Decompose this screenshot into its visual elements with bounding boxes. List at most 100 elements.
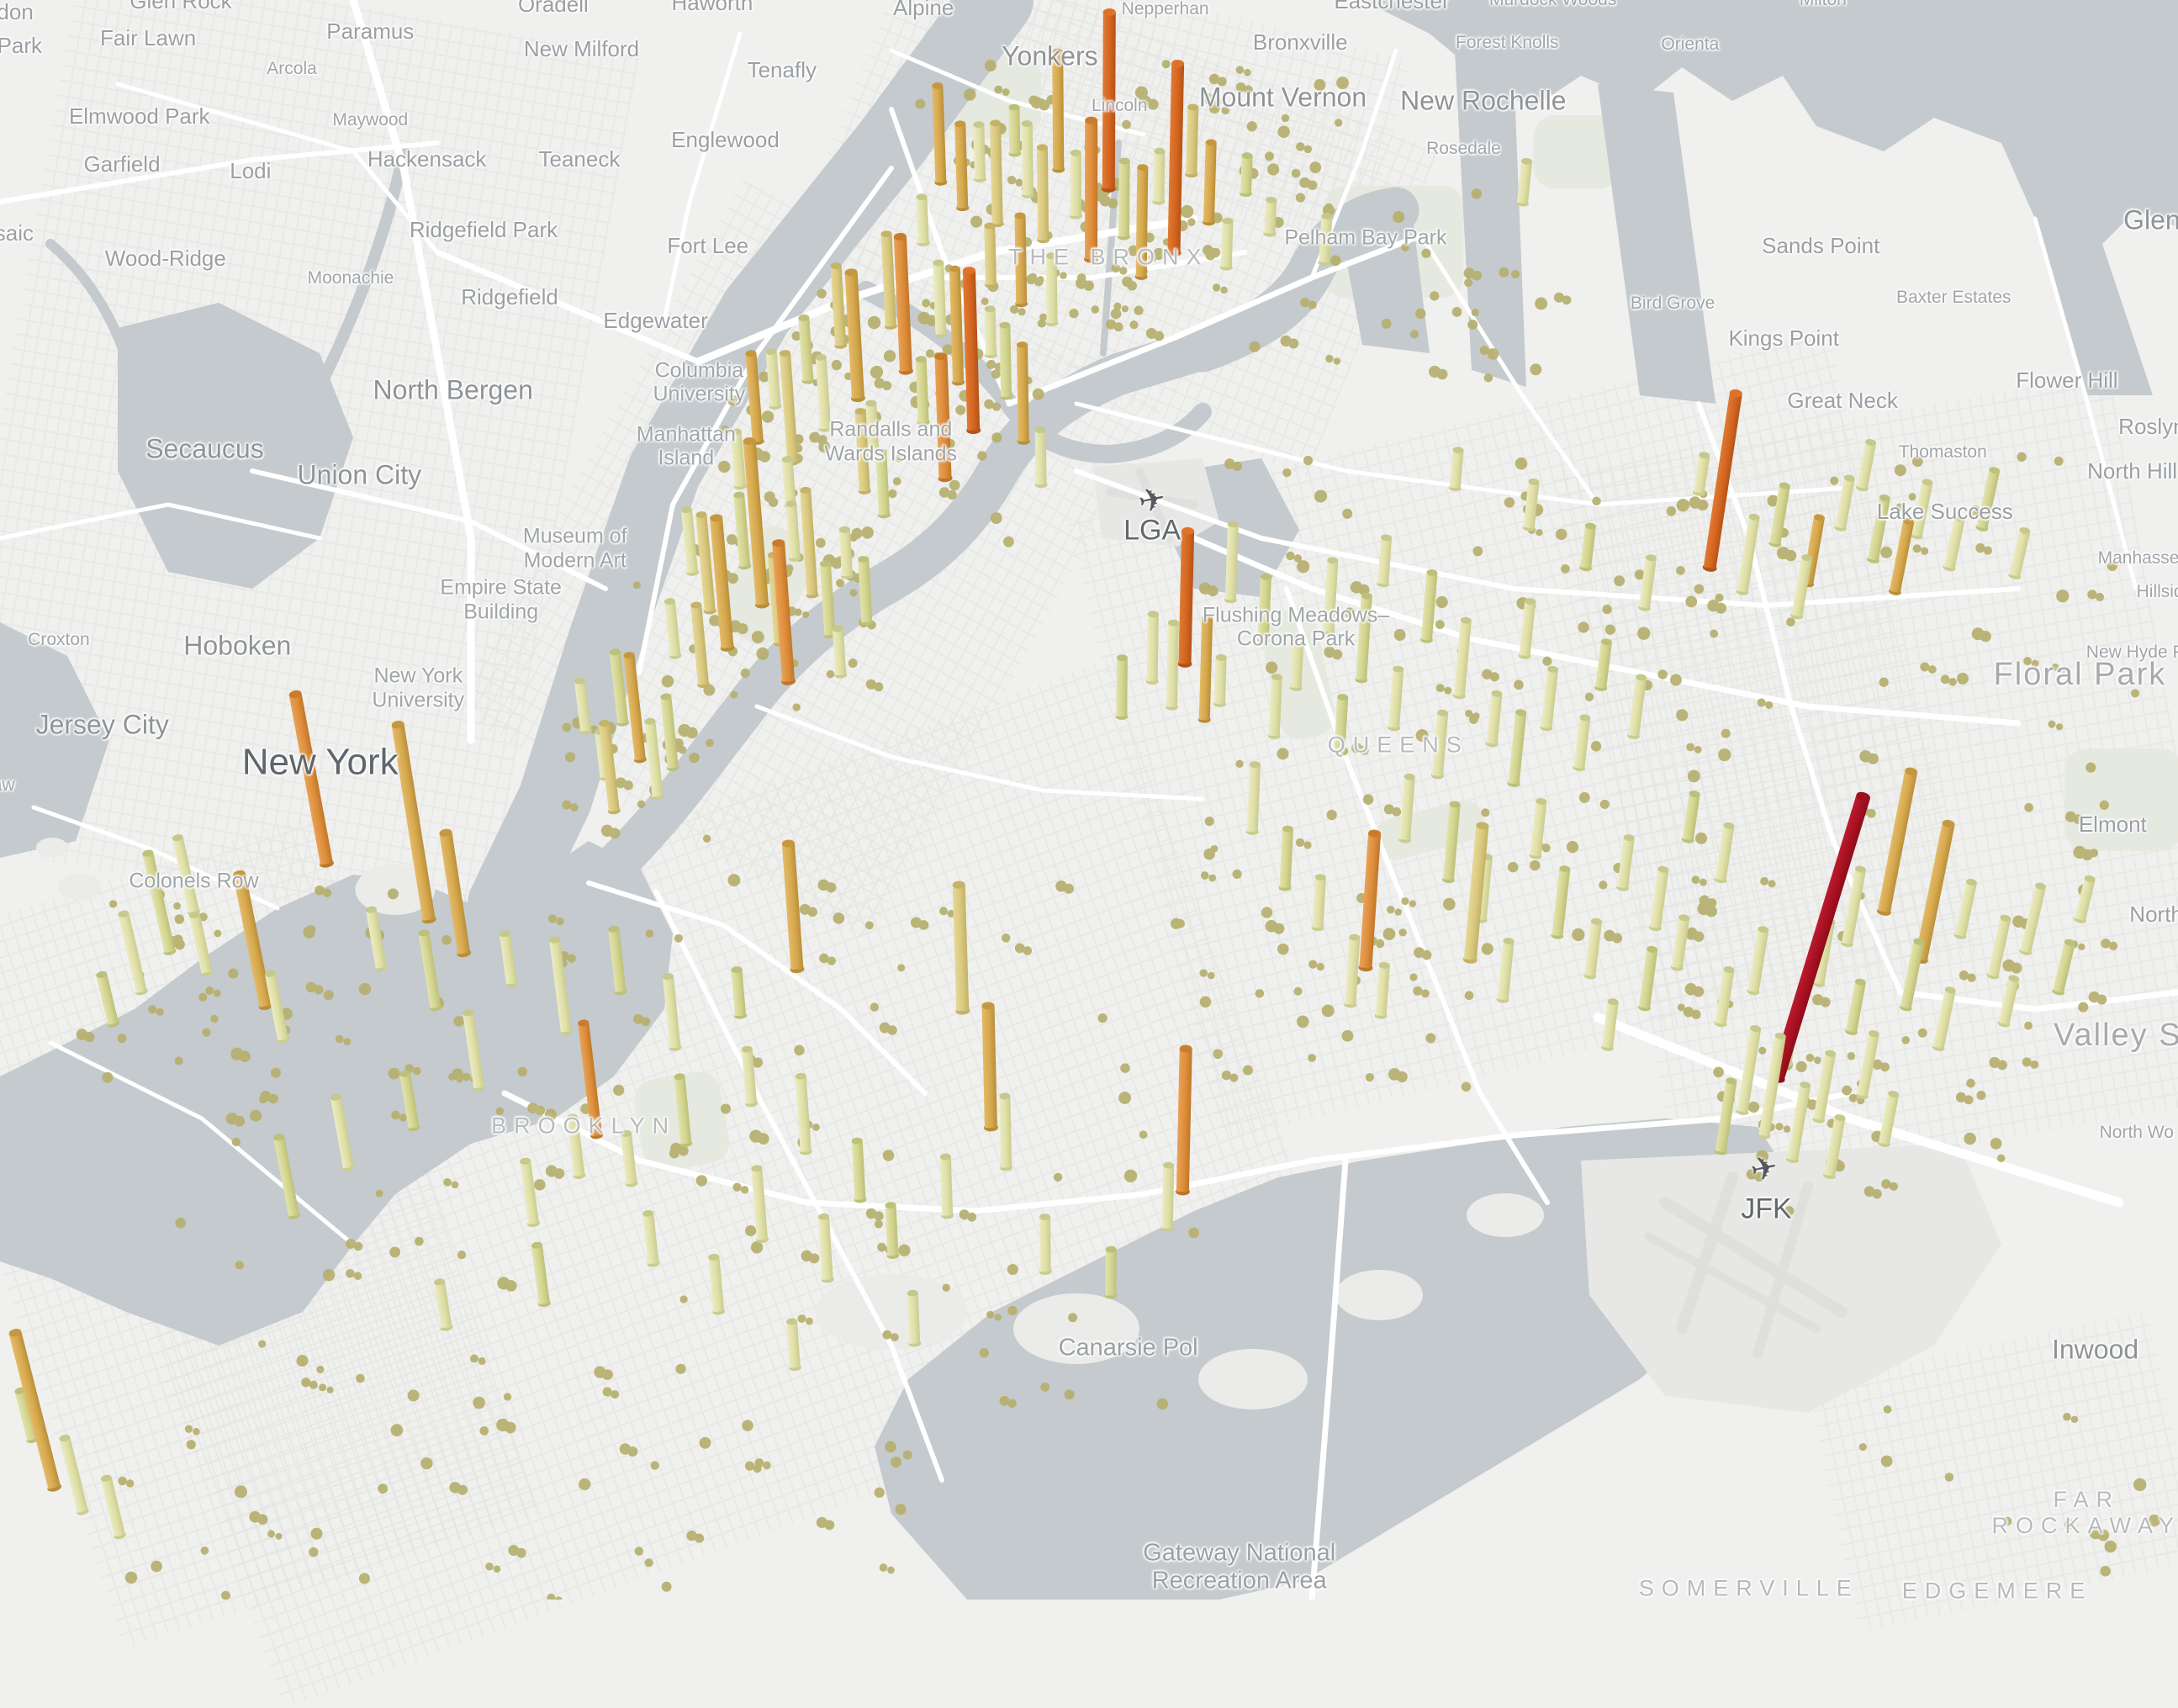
data-column[interactable] [1758, 1032, 1787, 1140]
data-column[interactable] [1398, 773, 1416, 843]
data-column[interactable] [673, 1073, 693, 1148]
data-column[interactable] [1202, 139, 1218, 226]
data-column[interactable] [141, 849, 177, 956]
data-column[interactable] [952, 880, 970, 1015]
data-column[interactable] [1899, 938, 1926, 1013]
data-column[interactable] [1152, 147, 1166, 205]
data-column[interactable] [263, 970, 290, 1044]
data-column[interactable] [1021, 120, 1034, 198]
data-column[interactable] [1714, 965, 1736, 1028]
data-column[interactable] [851, 1137, 867, 1203]
data-column[interactable] [577, 1019, 604, 1140]
data-column[interactable] [1165, 619, 1180, 711]
data-column[interactable] [329, 1093, 355, 1172]
data-column[interactable] [663, 598, 682, 660]
data-column[interactable] [817, 1213, 834, 1283]
data-column[interactable] [983, 222, 997, 288]
data-column[interactable] [680, 506, 700, 577]
data-column[interactable] [1344, 933, 1361, 1008]
data-column[interactable] [1877, 1090, 1900, 1148]
data-column[interactable] [907, 1289, 922, 1347]
data-column[interactable] [1702, 389, 1743, 573]
data-column[interactable] [832, 625, 848, 679]
data-column[interactable] [1583, 917, 1604, 980]
data-column[interactable] [1833, 473, 1856, 531]
data-column[interactable] [1812, 1049, 1837, 1124]
data-column[interactable] [659, 693, 679, 772]
data-column[interactable] [2019, 881, 2048, 956]
data-column[interactable] [1953, 878, 1979, 940]
data-column[interactable] [58, 1433, 90, 1516]
data-column[interactable] [1134, 164, 1150, 280]
data-column[interactable] [1594, 637, 1614, 691]
data-column[interactable] [880, 230, 897, 330]
data-column[interactable] [794, 1072, 812, 1155]
data-column[interactable] [1997, 974, 2021, 1029]
data-column[interactable] [13, 1386, 40, 1444]
data-column[interactable] [1177, 526, 1195, 668]
data-column[interactable] [1213, 654, 1228, 707]
data-column[interactable] [1515, 157, 1534, 207]
data-column[interactable] [1419, 569, 1439, 644]
data-column[interactable] [1876, 766, 1919, 917]
data-column[interactable] [1692, 451, 1711, 496]
data-column[interactable] [984, 305, 997, 359]
data-column[interactable] [1036, 144, 1050, 244]
data-column[interactable] [432, 1277, 453, 1331]
data-column[interactable] [95, 970, 120, 1028]
data-column[interactable] [1016, 341, 1030, 445]
data-column[interactable] [1932, 986, 1957, 1052]
data-column[interactable] [390, 720, 436, 925]
data-column[interactable] [1452, 616, 1472, 700]
data-column[interactable] [709, 514, 735, 653]
data-column[interactable] [1496, 937, 1515, 1003]
data-column[interactable] [742, 436, 769, 609]
data-column[interactable] [438, 828, 472, 959]
data-column[interactable] [1069, 149, 1082, 219]
data-column[interactable] [1185, 103, 1199, 178]
data-column[interactable] [1322, 557, 1339, 636]
data-column[interactable] [857, 556, 874, 626]
data-column[interactable] [1866, 494, 1891, 564]
data-column[interactable] [707, 1253, 726, 1315]
data-column[interactable] [933, 352, 953, 483]
data-column[interactable] [1117, 157, 1131, 241]
data-column[interactable] [574, 677, 593, 735]
data-column[interactable] [1197, 616, 1214, 723]
data-column[interactable] [1855, 438, 1877, 492]
data-column[interactable] [893, 232, 913, 376]
data-column[interactable] [750, 1165, 769, 1244]
data-column[interactable] [662, 973, 682, 1052]
data-column[interactable] [1840, 865, 1867, 948]
data-column[interactable] [1101, 8, 1117, 193]
data-column[interactable] [972, 121, 986, 182]
data-column[interactable] [732, 491, 752, 570]
data-column[interactable] [1637, 553, 1657, 611]
data-column[interactable] [1051, 48, 1065, 173]
data-column[interactable] [1888, 517, 1916, 596]
data-column[interactable] [785, 1318, 801, 1372]
data-column[interactable] [1522, 478, 1541, 531]
data-column[interactable] [1714, 822, 1736, 884]
data-column[interactable] [608, 648, 630, 727]
data-column[interactable] [1278, 825, 1294, 891]
data-column[interactable] [1166, 60, 1185, 257]
data-column[interactable] [1855, 1029, 1880, 1100]
data-column[interactable] [1318, 213, 1334, 267]
data-column[interactable] [854, 408, 871, 494]
data-column[interactable] [875, 448, 891, 519]
data-column[interactable] [548, 936, 574, 1036]
data-column[interactable] [643, 717, 664, 801]
data-column[interactable] [598, 719, 621, 815]
data-column[interactable] [8, 1327, 62, 1493]
data-column[interactable] [1333, 694, 1349, 756]
data-column[interactable] [1736, 1024, 1763, 1116]
data-column[interactable] [1627, 674, 1648, 740]
viz-svg[interactable] [0, 0, 2178, 1600]
data-column[interactable] [1616, 833, 1636, 891]
data-column[interactable] [1175, 1044, 1193, 1196]
data-column[interactable] [1485, 690, 1503, 748]
data-column[interactable] [1529, 797, 1548, 859]
data-column[interactable] [607, 925, 627, 996]
data-column[interactable] [799, 486, 819, 599]
